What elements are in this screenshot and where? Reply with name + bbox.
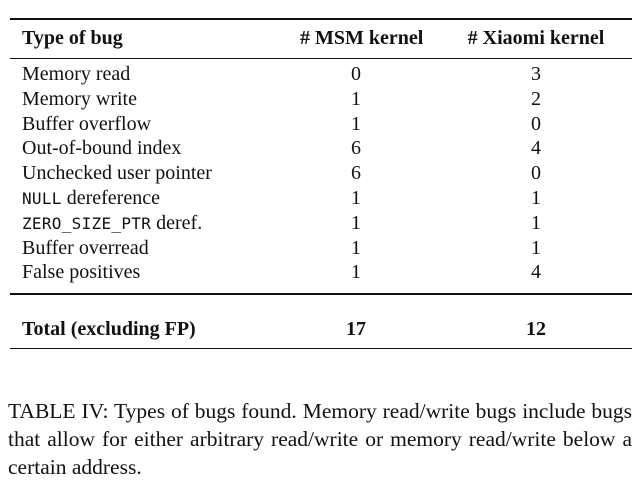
msm-count-cell: 1 — [351, 113, 361, 135]
xiaomi-count-cell: 2 — [531, 88, 541, 110]
xiaomi-count-cell: 1 — [531, 237, 541, 259]
bug-type-cell: Memory read — [22, 62, 130, 86]
bug-type-text: Unchecked user pointer — [22, 162, 212, 184]
body-bottom-rule — [10, 293, 632, 295]
header-xiaomi-kernel: # Xiaomi kernel — [467, 27, 605, 49]
bug-type-text: Buffer overflow — [22, 113, 152, 135]
bug-type-cell: Buffer overread — [22, 236, 149, 260]
bug-type-cell: Memory write — [22, 87, 137, 111]
xiaomi-count-cell: 4 — [531, 137, 541, 159]
header-type-of-bug: Type of bug — [22, 27, 123, 49]
msm-count-cell: 1 — [351, 261, 361, 283]
header-rule — [10, 58, 632, 59]
bug-type-text: deref. — [151, 212, 203, 234]
total-xiaomi: 12 — [526, 318, 546, 340]
msm-count-cell: 1 — [351, 88, 361, 110]
bug-type-text: Memory write — [22, 88, 137, 110]
bug-type-text: Buffer overread — [22, 237, 149, 259]
header-msm-kernel: # MSM kernel — [300, 27, 424, 49]
xiaomi-count-cell: 1 — [531, 187, 541, 209]
total-label: Total (excluding FP) — [22, 318, 196, 340]
bug-type-cell: Out-of-bound index — [22, 136, 181, 160]
msm-count-cell: 0 — [351, 63, 361, 85]
bug-type-code: NULL — [22, 189, 62, 208]
bug-type-cell: NULL dereference — [22, 186, 160, 211]
bug-type-cell: Buffer overflow — [22, 112, 151, 136]
xiaomi-count-cell: 0 — [531, 162, 541, 184]
bug-type-text: False positives — [22, 261, 141, 283]
bug-type-cell: ZERO_SIZE_PTR deref. — [22, 211, 202, 236]
msm-count-cell: 6 — [351, 162, 361, 184]
bug-type-code: ZERO_SIZE_PTR — [22, 214, 152, 233]
xiaomi-count-cell: 0 — [531, 113, 541, 135]
bug-type-cell: Unchecked user pointer — [22, 161, 212, 185]
msm-count-cell: 6 — [351, 137, 361, 159]
table-bottom-rule — [10, 348, 632, 349]
total-msm: 17 — [346, 318, 366, 340]
xiaomi-count-cell: 3 — [531, 63, 541, 85]
bug-type-cell: False positives — [22, 260, 140, 284]
xiaomi-count-cell: 4 — [531, 261, 541, 283]
bug-type-text: Memory read — [22, 63, 131, 85]
xiaomi-count-cell: 1 — [531, 212, 541, 234]
msm-count-cell: 1 — [351, 212, 361, 234]
msm-count-cell: 1 — [351, 237, 361, 259]
msm-count-cell: 1 — [351, 187, 361, 209]
table-caption: TABLE IV: Types of bugs found. Memory re… — [8, 399, 632, 479]
table-top-rule — [10, 18, 632, 20]
bug-type-text: Out-of-bound index — [22, 137, 182, 159]
bug-type-text: dereference — [61, 187, 160, 209]
